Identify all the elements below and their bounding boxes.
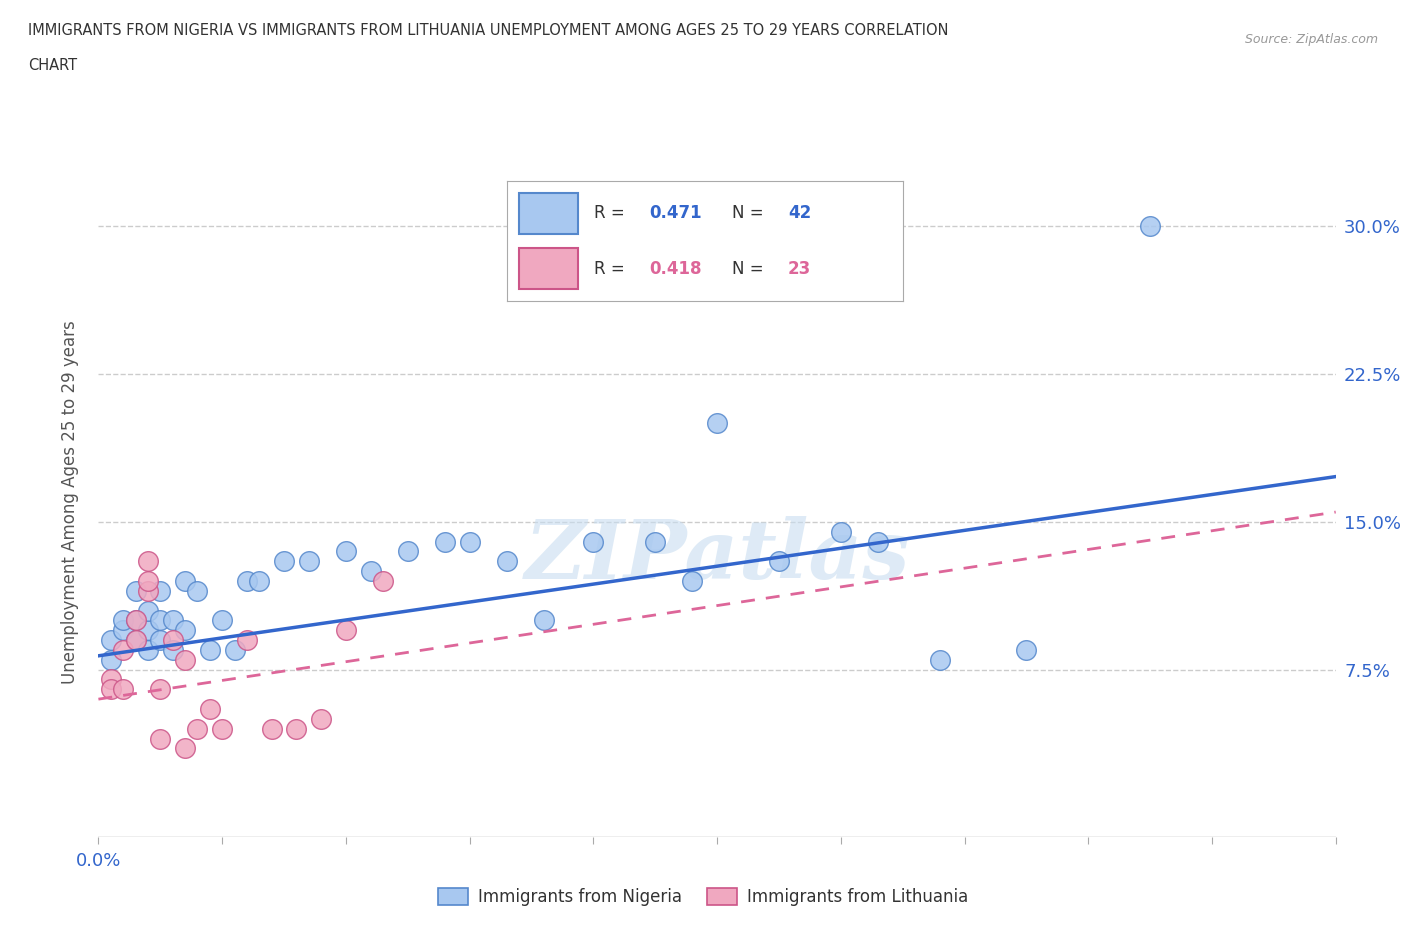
Point	[112, 682, 135, 697]
Point	[247, 574, 270, 589]
Point	[582, 534, 605, 549]
Point	[162, 643, 184, 658]
Point	[100, 682, 122, 697]
Point	[124, 632, 146, 647]
Point	[458, 534, 481, 549]
Point	[136, 603, 159, 618]
Point	[162, 613, 184, 628]
Point	[533, 613, 555, 628]
Point	[335, 544, 357, 559]
Point	[298, 554, 321, 569]
Point	[136, 583, 159, 598]
Point	[112, 613, 135, 628]
Text: Source: ZipAtlas.com: Source: ZipAtlas.com	[1244, 33, 1378, 46]
Point	[136, 623, 159, 638]
Point	[198, 701, 221, 716]
Point	[186, 722, 208, 737]
Point	[768, 554, 790, 569]
Point	[174, 741, 197, 756]
Point	[309, 711, 332, 726]
Point	[236, 574, 259, 589]
Point	[149, 583, 172, 598]
Point	[224, 643, 246, 658]
Point	[1015, 643, 1038, 658]
Point	[273, 554, 295, 569]
Point	[174, 623, 197, 638]
Point	[681, 574, 703, 589]
Point	[186, 583, 208, 598]
Point	[124, 583, 146, 598]
Point	[495, 554, 517, 569]
Point	[149, 731, 172, 746]
Point	[198, 643, 221, 658]
Point	[136, 554, 159, 569]
Text: CHART: CHART	[28, 58, 77, 73]
Point	[236, 632, 259, 647]
Point	[100, 632, 122, 647]
Point	[124, 613, 146, 628]
Point	[100, 672, 122, 687]
Point	[260, 722, 283, 737]
Point	[396, 544, 419, 559]
Point	[149, 632, 172, 647]
Text: IMMIGRANTS FROM NIGERIA VS IMMIGRANTS FROM LITHUANIA UNEMPLOYMENT AMONG AGES 25 : IMMIGRANTS FROM NIGERIA VS IMMIGRANTS FR…	[28, 23, 949, 38]
Point	[174, 574, 197, 589]
Point	[830, 525, 852, 539]
Point	[706, 416, 728, 431]
Point	[100, 652, 122, 667]
Point	[211, 613, 233, 628]
Point	[124, 632, 146, 647]
Point	[136, 643, 159, 658]
Point	[371, 574, 394, 589]
Point	[149, 682, 172, 697]
Point	[124, 613, 146, 628]
Text: ZIPatlas: ZIPatlas	[524, 516, 910, 596]
Point	[866, 534, 889, 549]
Point	[112, 643, 135, 658]
Point	[174, 652, 197, 667]
Point	[112, 623, 135, 638]
Point	[335, 623, 357, 638]
Point	[285, 722, 308, 737]
Point	[162, 632, 184, 647]
Point	[136, 574, 159, 589]
Point	[928, 652, 950, 667]
Point	[149, 613, 172, 628]
Point	[433, 534, 456, 549]
Point	[360, 564, 382, 578]
Point	[1139, 219, 1161, 234]
Point	[644, 534, 666, 549]
Point	[211, 722, 233, 737]
Y-axis label: Unemployment Among Ages 25 to 29 years: Unemployment Among Ages 25 to 29 years	[60, 320, 79, 684]
Legend: Immigrants from Nigeria, Immigrants from Lithuania: Immigrants from Nigeria, Immigrants from…	[432, 881, 974, 912]
